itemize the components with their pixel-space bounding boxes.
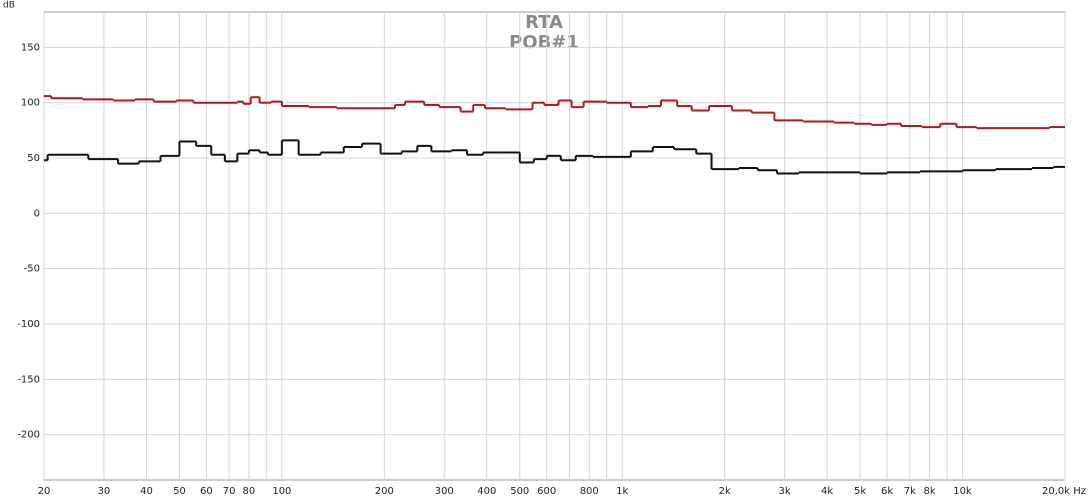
- x-tick-label: 3k: [779, 486, 791, 497]
- x-tick-label: 500: [510, 486, 529, 497]
- y-tick-label: 150: [21, 42, 40, 53]
- y-tick-label: -200: [17, 430, 40, 441]
- x-tick-label: 80: [243, 486, 256, 497]
- x-tick-label: 50: [173, 486, 186, 497]
- grid: [43, 12, 1066, 480]
- y-tick-label: 0: [34, 208, 40, 219]
- y-tick-label: -150: [17, 374, 40, 385]
- x-tick-label: 40: [140, 486, 153, 497]
- x-tick-label: 5k: [854, 486, 866, 497]
- x-tick-label: 100: [272, 486, 291, 497]
- x-tick-label: 1k: [616, 486, 628, 497]
- x-tick-label: 600: [537, 486, 556, 497]
- x-tick-label: 70: [223, 486, 236, 497]
- y-tick-label: -100: [17, 319, 40, 330]
- x-tick-label: 800: [580, 486, 599, 497]
- chart-title: RTA: [525, 12, 563, 33]
- x-tick-label: 60: [200, 486, 213, 497]
- y-tick-label: 50: [27, 153, 40, 164]
- x-tick-label: 10k: [953, 486, 972, 497]
- x-tick-label: 6k: [881, 486, 893, 497]
- series-layer: [44, 95, 1065, 175]
- x-tick-label: 20: [38, 486, 51, 497]
- x-tick-label: 30: [98, 486, 111, 497]
- x-tick-label: 200: [375, 486, 394, 497]
- x-tick-label: 400: [477, 486, 496, 497]
- y-axis-label: dB: [3, 1, 15, 11]
- y-tick-label: 100: [21, 98, 40, 109]
- y-tick-label: -50: [24, 264, 40, 275]
- x-tick-label: 300: [435, 486, 454, 497]
- x-tick-label: 8k: [923, 486, 935, 497]
- x-tick-label: 7k: [904, 486, 916, 497]
- x-tick-label: 2k: [719, 486, 731, 497]
- x-tick-label: 20,0k Hz: [1042, 486, 1086, 497]
- x-tick-label: 4k: [821, 486, 833, 497]
